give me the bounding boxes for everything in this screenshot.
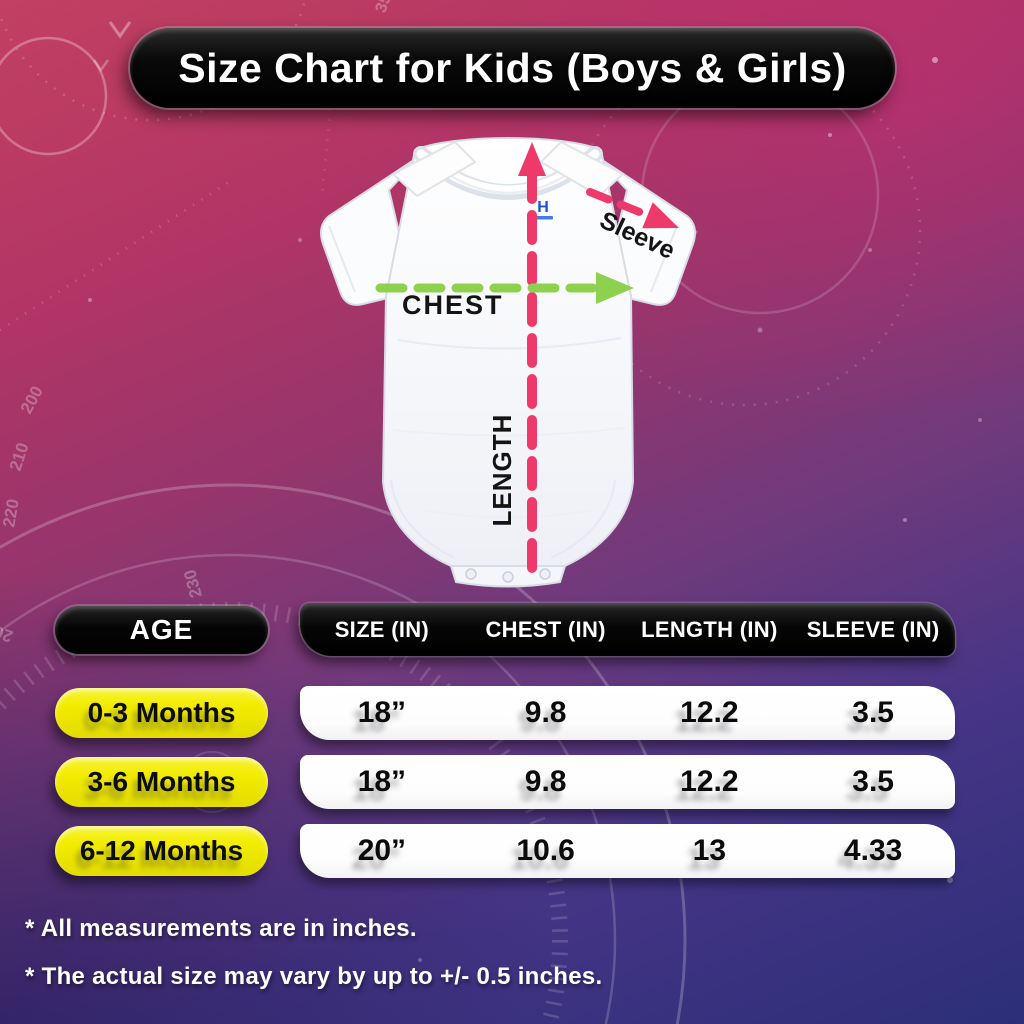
onesie-body [381,137,635,567]
age-header-label: AGE [129,614,194,645]
dial-number: 350 [371,0,399,15]
size-value: 20” [357,834,407,867]
age-pill-3-6-months: 3-6 Months [55,757,268,807]
onesie-image: H [320,137,696,588]
dial-number: 210 [6,440,33,473]
footnote-measurements: * All measurements are in inches. [25,915,417,942]
age-label: 3-6 Months [87,766,236,797]
age-label: 6-12 Months [79,835,244,866]
length-value: 12.2 [680,696,739,729]
dial-number: 220 [0,497,23,528]
size-value: 18” [357,765,407,798]
page-title: Size Chart for Kids (Boys & Girls) [178,44,847,91]
size-value: 18” [357,696,407,729]
column-header-size: SIZE (IN) [334,616,430,642]
age-pill-0-3-months: 0-3 Months [55,688,268,738]
sleeve-value: 3.5 [852,765,894,798]
brand-logo-subtext [534,216,553,220]
brand-logo: H [537,199,549,216]
title-banner: Size Chart for Kids (Boys & Girls) [130,28,895,108]
column-header-sleeve: SLEEVE (IN) [806,616,940,642]
sleeve-value: 4.33 [843,834,903,867]
table-row: 18” 9.8 12.2 3.5 [300,686,955,740]
footnote-tolerance: * The actual size may vary by up to +/- … [25,963,603,990]
age-header-pill: AGE [55,606,268,654]
sleeve-value: 3.5 [852,696,894,729]
chest-value: 9.8 [524,696,567,729]
table-row: 20” 10.6 13 4.33 [300,824,955,878]
table-row: 18” 9.8 12.2 3.5 [300,755,955,809]
snap-buttons [465,568,551,583]
column-header-chest: CHEST (IN) [485,616,606,642]
collar-left-flap [391,140,477,198]
chest-value: 10.6 [516,834,575,867]
length-value: 12.2 [680,765,739,798]
age-label: 0-3 Months [87,697,236,728]
dial-number: 200 [17,383,47,417]
age-pill-6-12-months: 6-12 Months [55,826,268,876]
length-value: 13 [692,834,727,867]
chest-value: 9.8 [524,765,567,798]
column-header-length: LENGTH (IN) [641,616,778,642]
dial-number: 230 [180,568,206,600]
dial-number: 260 [0,619,15,647]
table-header-bar: SIZE (IN) CHEST (IN) LENGTH (IN) SLEEVE … [300,603,955,656]
footnotes: * All measurements are in inches. * The … [25,915,603,1011]
